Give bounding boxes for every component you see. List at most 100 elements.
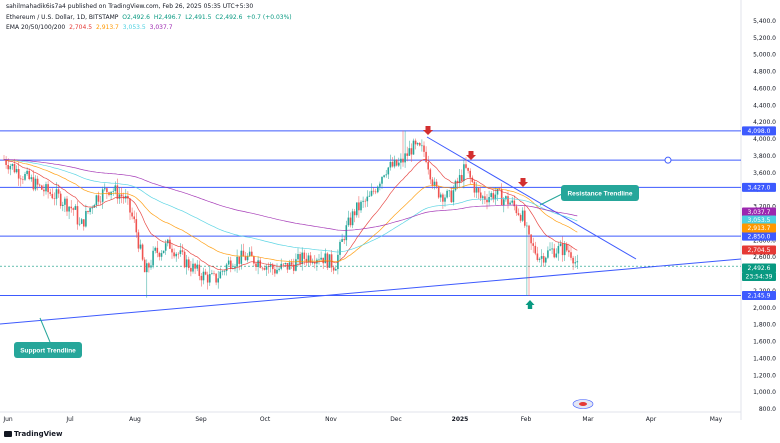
candle-body (419, 143, 421, 146)
horizontal-level-tag (742, 126, 776, 136)
candle-body (148, 263, 150, 268)
candle-body (263, 268, 266, 270)
ema-50-value: 2,913.7 (95, 24, 119, 31)
ohlc-high: H2,496.7 (153, 14, 182, 21)
candle-body (276, 269, 278, 274)
candle-body (177, 253, 180, 255)
candle-body (517, 213, 520, 216)
horizontal-level-label: 2,145.9 (748, 293, 771, 300)
candle-body (83, 219, 85, 227)
candle-body (293, 264, 295, 271)
candle-body (259, 260, 261, 268)
candle-body (211, 273, 213, 275)
y-tick-label: 4,600.0 (753, 85, 776, 92)
candle-body (7, 164, 9, 170)
candle-body (20, 178, 22, 180)
candle-body (542, 256, 545, 263)
candle-body (36, 178, 39, 185)
candle-body (309, 255, 312, 263)
candle-body (120, 194, 123, 197)
candle-body (362, 200, 364, 202)
candle-body (64, 198, 66, 205)
candle-body (498, 188, 501, 190)
candle-body (164, 243, 167, 251)
candle-body (406, 153, 408, 156)
candle-body (15, 169, 18, 173)
candle-body (45, 184, 47, 192)
candle-body (484, 196, 486, 200)
y-tick-label: 1,800.0 (753, 322, 776, 329)
green-up-arrow-icon (525, 300, 535, 309)
candle-body (563, 243, 566, 256)
candle-body (433, 181, 436, 186)
candle-body (265, 266, 268, 270)
tradingview-brand-text: TradingView (14, 430, 63, 438)
y-tick-label: 4,000.0 (753, 136, 776, 143)
ema-200-line (4, 159, 578, 231)
candle-body (505, 196, 507, 200)
candle-body (566, 243, 568, 251)
candle-body (190, 267, 192, 272)
candle-body (324, 253, 327, 264)
candle-body (30, 177, 33, 180)
candle-body (162, 250, 165, 254)
candle-body (347, 217, 350, 226)
candle-body (269, 264, 272, 267)
candle-body (135, 219, 138, 233)
ema-50-line (3, 159, 578, 263)
candle-body (570, 252, 572, 258)
candle-body (141, 244, 144, 260)
candle-body (465, 164, 467, 168)
tradingview-brand: TradingView (4, 430, 63, 438)
candle-body (173, 252, 175, 257)
candle-body (118, 194, 121, 199)
candle-body (87, 211, 89, 212)
candle-body (494, 194, 497, 200)
candle-body (251, 251, 253, 257)
ema-20-line (3, 159, 578, 271)
support-callout-pointer (39, 317, 51, 343)
candle-body (393, 159, 396, 167)
event-flag-dot (579, 402, 587, 406)
candle-body (454, 180, 457, 191)
candle-body (440, 194, 442, 198)
candle-body (412, 140, 415, 155)
candle-body (234, 266, 236, 269)
price-axis-tag (742, 207, 776, 217)
candle-body (311, 262, 314, 264)
candle-body (257, 260, 259, 267)
candle-body (479, 192, 482, 198)
candle-body (467, 167, 469, 171)
candle-body (381, 176, 383, 184)
candle-body (213, 273, 215, 274)
candle-body (353, 211, 356, 216)
horizontal-level-label: 3,427.0 (748, 185, 771, 192)
candle-body (429, 169, 432, 180)
candle-body (435, 181, 438, 187)
red-down-arrow-icon (518, 178, 528, 187)
candle-body (475, 188, 478, 193)
candle-body (490, 193, 492, 198)
ohlc-low: L2,491.5 (185, 14, 212, 21)
candle-body (568, 250, 570, 253)
candle-body (47, 184, 49, 193)
y-tick-label: 800.0 (759, 406, 776, 413)
support-trendline (0, 258, 742, 325)
candle-body (427, 162, 429, 170)
candle-body (379, 183, 381, 187)
candle-body (225, 264, 228, 272)
candle-body (133, 216, 135, 220)
candle-body (322, 257, 324, 264)
price-axis-tag (742, 223, 776, 233)
candle-body (437, 186, 440, 198)
candle-body (238, 256, 240, 264)
x-tick-label: Apr (646, 416, 657, 423)
candle-body (421, 145, 423, 147)
x-tick-label: Oct (260, 416, 271, 423)
candle-body (202, 271, 205, 281)
candle-body (13, 164, 16, 173)
x-tick-label: Feb (521, 416, 532, 423)
candle-body (528, 225, 530, 235)
ema-100-value: 3,053.5 (122, 24, 146, 31)
